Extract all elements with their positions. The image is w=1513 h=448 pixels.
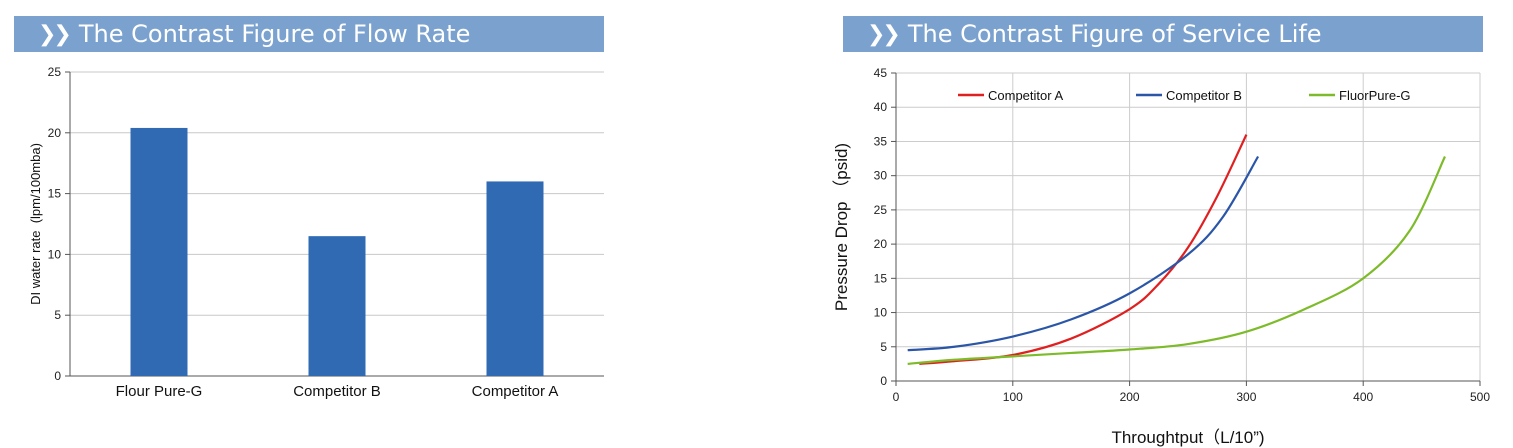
tick-label-x: 300 <box>1236 390 1256 404</box>
tick-label-x: 200 <box>1120 390 1140 404</box>
tick-label-y: 25 <box>874 203 888 217</box>
bar <box>130 127 188 376</box>
series-line-fluorpure-g <box>907 156 1446 365</box>
tick-label-y: 45 <box>874 66 888 80</box>
tick-label-y: 0 <box>880 374 887 388</box>
tick-label-y: 15 <box>48 187 62 201</box>
tick-label-x: 500 <box>1470 390 1490 404</box>
chart-title-service-life: The Contrast Figure of Service Life <box>907 20 1322 48</box>
series-line-competitor-a <box>919 134 1248 365</box>
double-chevron-right-icon: ❯❯ <box>38 21 72 47</box>
bar <box>486 181 544 376</box>
x-axis-label: Throughtput（L/10”) <box>1111 428 1264 447</box>
series-line-competitor-b <box>907 155 1260 352</box>
tick-label-y: 0 <box>54 369 61 383</box>
tick-label-y: 20 <box>48 126 62 140</box>
category-label: Competitor B <box>293 383 381 400</box>
tick-label-y: 35 <box>874 134 888 148</box>
legend-label: Competitor B <box>1166 88 1242 103</box>
chart-title-banner-service-life: ❯❯ The Contrast Figure of Service Life <box>843 16 1483 52</box>
tick-label-y: 30 <box>874 169 888 183</box>
chart-title-banner-flow-rate: ❯❯ The Contrast Figure of Flow Rate <box>14 16 604 52</box>
tick-label-y: 10 <box>48 247 62 261</box>
tick-label-y: 15 <box>874 271 888 285</box>
tick-label-y: 25 <box>48 65 62 79</box>
y-axis-label: Pressure Drop （psid) <box>832 143 851 311</box>
bar-chart-flow-rate: 0 5 10 15 20 25 Flour Pure-G Competitor B Compet… <box>28 65 604 400</box>
tick-label-y: 5 <box>54 308 61 322</box>
legend-label: FluorPure-G <box>1339 88 1411 103</box>
bar <box>308 236 366 376</box>
tick-label-y: 5 <box>880 340 887 354</box>
category-label: Competitor A <box>472 383 559 400</box>
tick-label-x: 400 <box>1353 390 1373 404</box>
tick-label-x: 100 <box>1003 390 1023 404</box>
tick-label-y: 40 <box>874 100 888 114</box>
tick-label-y: 20 <box>874 237 888 251</box>
line-chart-service-life: 0 5 10 15 20 25 30 35 40 45 0 100 200 300 400 500 Compet… <box>832 66 1490 447</box>
category-label: Flour Pure-G <box>116 383 203 400</box>
double-chevron-right-icon: ❯❯ <box>867 21 901 47</box>
y-axis-label: DI water rate (lpm/100mba) <box>28 143 43 305</box>
tick-label-x: 0 <box>893 390 900 404</box>
legend-label: Competitor A <box>988 88 1063 103</box>
chart-title-flow-rate: The Contrast Figure of Flow Rate <box>78 20 471 48</box>
tick-label-y: 10 <box>874 306 888 320</box>
